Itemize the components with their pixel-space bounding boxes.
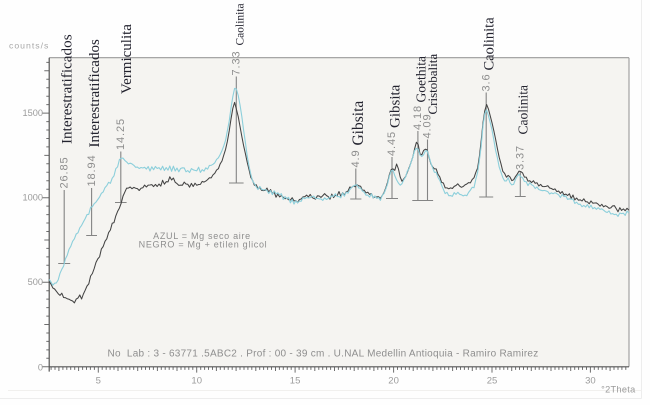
- svg-text:4.18: 4.18: [412, 105, 424, 130]
- svg-text:Caolinita: Caolinita: [235, 3, 247, 45]
- svg-text:7.33: 7.33: [231, 50, 243, 75]
- svg-text:14.25: 14.25: [115, 118, 127, 150]
- svg-text:3.6: 3.6: [480, 74, 492, 92]
- svg-text:1000: 1000: [23, 193, 43, 203]
- svg-text:Goethita: Goethita: [413, 56, 428, 103]
- svg-text:Gibsita: Gibsita: [387, 84, 403, 128]
- svg-text:15: 15: [290, 376, 301, 387]
- svg-text:3.37: 3.37: [515, 145, 527, 170]
- svg-text:Interestratificados: Interestratificados: [59, 34, 76, 144]
- svg-text:Cristobalita: Cristobalita: [425, 54, 440, 115]
- svg-text:18.94: 18.94: [86, 154, 98, 186]
- svg-text:26.85: 26.85: [58, 156, 70, 188]
- svg-text:30: 30: [585, 376, 596, 387]
- svg-text:5: 5: [96, 376, 101, 387]
- svg-text:1500: 1500: [23, 108, 43, 118]
- svg-text:500: 500: [28, 277, 43, 287]
- svg-text:Gibsita: Gibsita: [350, 101, 367, 146]
- svg-text:20: 20: [388, 376, 399, 387]
- svg-text:4.09: 4.09: [422, 113, 434, 138]
- svg-text:25: 25: [487, 376, 498, 387]
- svg-text:NEGRO = Mg + etilen glicol: NEGRO = Mg + etilen glicol: [139, 240, 268, 250]
- svg-text:counts/s: counts/s: [9, 41, 49, 51]
- svg-text:Caolinita: Caolinita: [482, 17, 498, 71]
- svg-text:0: 0: [38, 362, 43, 372]
- svg-text:°2Theta: °2Theta: [601, 385, 636, 395]
- svg-text:10: 10: [191, 376, 202, 387]
- svg-text:AZUL = Mg seco aire: AZUL = Mg seco aire: [153, 231, 251, 241]
- svg-text:Caolinita: Caolinita: [516, 85, 531, 135]
- svg-text:Vermiculita: Vermiculita: [119, 24, 135, 94]
- svg-text:4.9: 4.9: [350, 150, 362, 168]
- svg-text:No Lab : 3 - 63771 .5ABC2 . P: No Lab : 3 - 63771 .5ABC2 . Prof : 00 - …: [108, 348, 539, 359]
- svg-text:4.45: 4.45: [386, 131, 398, 156]
- svg-text:Interestratificados: Interestratificados: [87, 39, 103, 147]
